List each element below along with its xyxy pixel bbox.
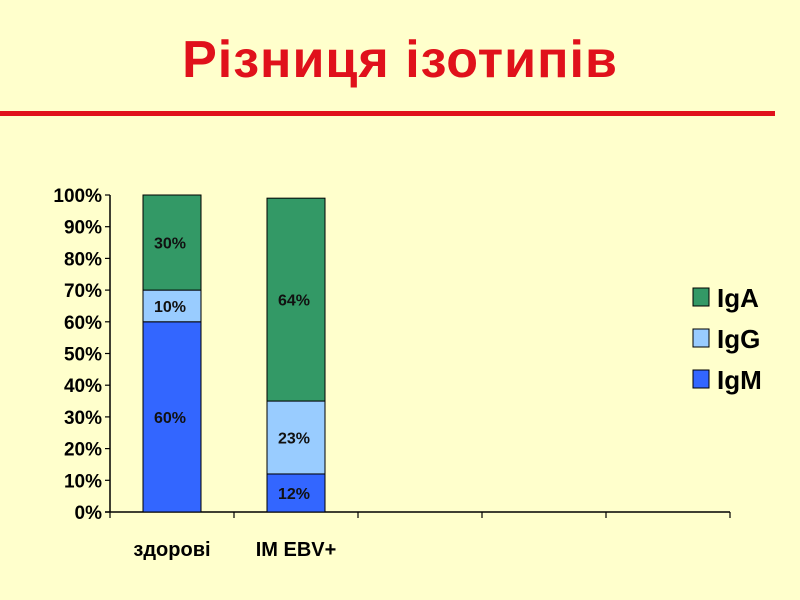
y-tick-label: 30% xyxy=(64,408,102,429)
y-tick-label: 50% xyxy=(64,345,102,366)
data-label: 10% xyxy=(154,299,186,316)
data-label: 12% xyxy=(278,486,310,503)
y-tick-label: 70% xyxy=(64,281,102,302)
bar-segment-iga xyxy=(266,197,326,402)
legend-label-iga: IgA xyxy=(717,283,759,313)
bar-segment-igg xyxy=(266,400,326,475)
data-label: 60% xyxy=(154,410,186,427)
bar-segment-iga xyxy=(142,194,202,291)
y-tick-label: 90% xyxy=(64,218,102,239)
chart-axes: 0% 10% 20% 30% 40% 50% 60% 70% 80% 90% 100% здорові… xyxy=(53,186,731,561)
y-tick-label: 10% xyxy=(64,471,102,492)
legend-swatch-igm xyxy=(692,369,710,389)
y-tick-label: 60% xyxy=(64,313,102,334)
legend-label-igg: IgG xyxy=(717,324,760,354)
data-label: 64% xyxy=(278,293,310,310)
legend-swatch-iga xyxy=(692,287,710,307)
legend-label-igm: IgM xyxy=(717,365,762,395)
data-label: 30% xyxy=(154,236,186,253)
x-category-label: здорові xyxy=(133,539,210,561)
legend-swatch-igg xyxy=(692,328,710,348)
chart-legend: IgA IgG IgM xyxy=(692,283,762,395)
y-tick-label: 80% xyxy=(64,249,102,270)
x-category-label: IM EBV+ xyxy=(256,539,337,561)
slide-title: Різниця ізотипів xyxy=(182,31,618,89)
y-tick-label: 100% xyxy=(53,186,102,207)
bar-segment-igm xyxy=(142,321,202,513)
y-tick-label: 20% xyxy=(64,440,102,461)
bar-segment-igm xyxy=(266,473,326,513)
y-tick-label: 0% xyxy=(75,503,103,524)
y-tick-label: 40% xyxy=(64,376,102,397)
chart-bars: 60% 10% 30% 12% 23% 64% xyxy=(142,194,326,513)
data-label: 23% xyxy=(278,431,310,448)
title-divider xyxy=(0,111,775,116)
